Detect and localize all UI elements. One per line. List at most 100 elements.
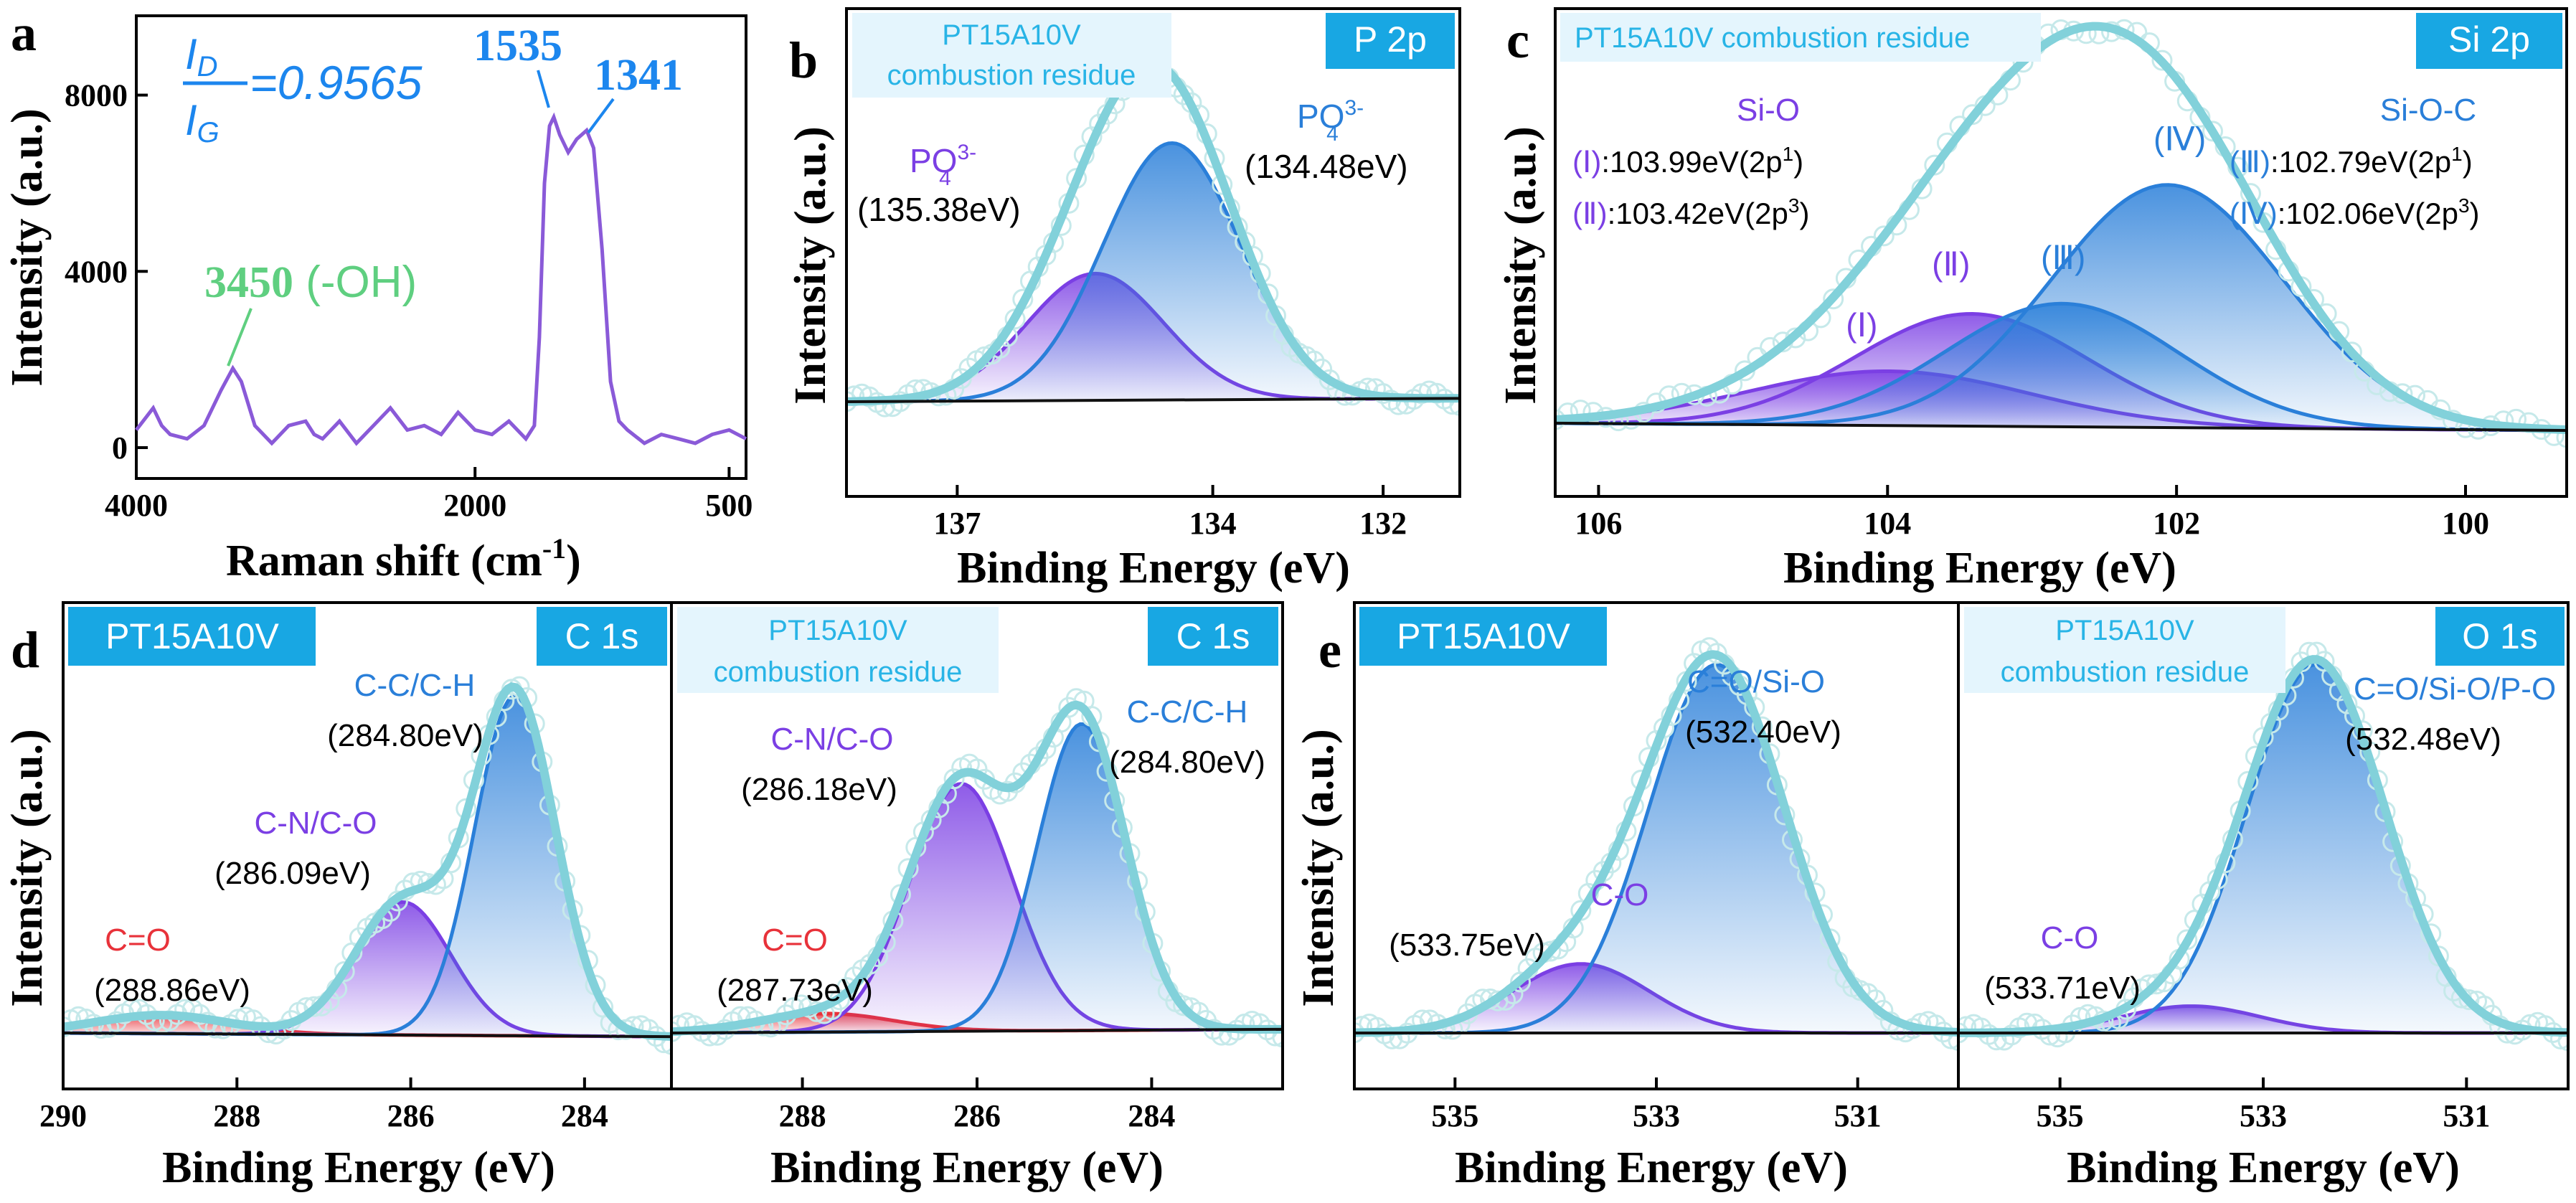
panel-c-xtick-label: 106 bbox=[1575, 506, 1622, 541]
panel-b-xtick-label: 137 bbox=[933, 506, 981, 541]
panel-d-right-element-tag bbox=[1148, 607, 1278, 666]
peak-value-533-75: (533.75eV) bbox=[1389, 928, 1545, 963]
measured-point bbox=[950, 368, 972, 390]
panel-letter-c: c bbox=[1506, 11, 1529, 69]
panel-e-right-sample-line1: PT15A10V bbox=[2055, 615, 2194, 646]
panel-d-right: 288 286 284 PT15A10V combustion residue C … bbox=[670, 601, 1284, 1192]
peak-label-c-o-si-o-p-o: C=O/Si-O/P-O bbox=[2354, 671, 2556, 707]
envelope-curve-d2 bbox=[673, 700, 1281, 1037]
panel-d-right-sample-line1: PT15A10V bbox=[768, 615, 907, 646]
raman-spectrum-line bbox=[135, 112, 747, 446]
legend-line-2: (Ⅱ):103.42eV(2p3) bbox=[1572, 194, 1809, 230]
panel-d2-xtick-label: 286 bbox=[953, 1098, 1001, 1133]
panel-b-xtick-label: 134 bbox=[1189, 506, 1237, 541]
panel-c: c 106 104 102 100 PT15A10V combustion resid… bbox=[1496, 7, 2568, 593]
panel-e1-xtick-label: 533 bbox=[1633, 1098, 1680, 1133]
panel-e1-plot-area bbox=[1356, 637, 1957, 1051]
baseline-d1 bbox=[65, 1032, 670, 1039]
measured-point bbox=[943, 768, 965, 790]
panel-a-ylabel: Intensity (a.u.) bbox=[3, 108, 52, 387]
measured-point bbox=[1823, 288, 1844, 310]
measured-point bbox=[334, 961, 355, 982]
panel-d2-xtick-label: 284 bbox=[1128, 1098, 1175, 1133]
measured-point bbox=[2151, 49, 2173, 71]
panel-b-plot-area bbox=[848, 47, 1458, 417]
legend-line-1: (Ⅰ):103.99eV(2p1) bbox=[1572, 143, 1803, 179]
peak-value-532-48: (532.48eV) bbox=[2345, 722, 2501, 757]
panel-b-sample-line1: PT15A10V bbox=[942, 19, 1081, 51]
peak-fill-c-3 bbox=[1557, 184, 2565, 430]
measured-point bbox=[1272, 1027, 1281, 1048]
legend-line-3: (Ⅲ):102.79eV(2p1) bbox=[2230, 143, 2473, 179]
peak-fill-d1-0 bbox=[65, 1015, 670, 1037]
panel-c-xtick-label: 102 bbox=[2153, 506, 2200, 541]
peak-label-c-c-c-h: C-C/C-H bbox=[354, 668, 476, 703]
peak-label-c-o-si-o: C=O/Si-O bbox=[1687, 664, 1825, 699]
panel-b: b 137 134 132 PT15A10V combustion residue … bbox=[786, 7, 1461, 593]
measured-point bbox=[303, 996, 325, 1017]
peak-fill-d1-2 bbox=[65, 696, 670, 1037]
peak-label-po4-135: PO3-4 bbox=[910, 141, 976, 190]
measured-point bbox=[1449, 395, 1458, 416]
panel-d1-xtick-label: 288 bbox=[213, 1098, 260, 1133]
peak-value-284-80-residue: (284.80eV) bbox=[1109, 745, 1265, 780]
panel-e2-plot-area bbox=[1960, 641, 2567, 1052]
measured-point bbox=[2557, 1030, 2567, 1052]
panel-a-ticks: 4000 2000 500 0 4000 8000 bbox=[65, 78, 752, 523]
measured-point bbox=[1873, 225, 1895, 247]
baseline-b bbox=[848, 397, 1458, 403]
panel-b-ylabel: Intensity (a.u.) bbox=[786, 126, 835, 405]
id-ig-ratio-value: =0.9565 bbox=[250, 56, 423, 109]
panel-c-xtick-label: 104 bbox=[1864, 506, 1911, 541]
panel-a-xtick-label: 500 bbox=[705, 488, 752, 523]
panel-c-ylabel: Intensity (a.u.) bbox=[1496, 126, 1545, 405]
peak-label-c-o-double-residue: C=O bbox=[762, 923, 828, 958]
panel-d-left-xlabel: Binding Energy (eV) bbox=[162, 1143, 555, 1192]
panel-e-right-sample-box bbox=[1964, 607, 2285, 693]
panel-d1-xtick-label: 286 bbox=[387, 1098, 435, 1133]
peak-value-288-86: (288.86eV) bbox=[94, 973, 250, 1008]
measured-point bbox=[2146, 973, 2167, 995]
panel-b-sample-box bbox=[852, 13, 1171, 98]
peak-label-c-c-c-h-residue: C-C/C-H bbox=[1127, 694, 1248, 730]
baseline-c bbox=[1557, 421, 2565, 432]
panel-d2-xtick-label: 288 bbox=[779, 1098, 826, 1133]
envelope-curve-d1 bbox=[65, 682, 670, 1041]
panel-d-left-ylabel: Intensity (a.u.) bbox=[3, 729, 52, 1007]
panel-c-frame bbox=[1554, 7, 2568, 498]
peak-value-533-71: (533.71eV) bbox=[1984, 971, 2141, 1006]
peak-fill-d1-1 bbox=[65, 902, 670, 1037]
panel-d-left-element-tag-text: C 1s bbox=[565, 616, 639, 656]
panel-d-right-sample-box bbox=[677, 607, 999, 693]
peak-label-3450: 3450 (-OH) bbox=[204, 258, 417, 307]
panel-d1-plot-area bbox=[65, 676, 670, 1055]
peak-label-c-o-residue: C-O bbox=[2041, 920, 2099, 956]
peak-label-po4-134: PO3-4 bbox=[1297, 96, 1364, 146]
panel-b-xlabel: Binding Energy (eV) bbox=[957, 544, 1350, 593]
measured-point bbox=[1971, 1017, 1992, 1039]
panel-c-sample-line: PT15A10V combustion residue bbox=[1575, 22, 1970, 54]
panel-e-left: e 535 533 531 PT15A10V C-O (533.75eV) C=O/… bbox=[1294, 601, 1960, 1192]
panel-letter-b: b bbox=[789, 32, 818, 89]
panel-d1-xtick-label: 290 bbox=[39, 1098, 87, 1133]
peak-fill-b-1 bbox=[848, 143, 1458, 402]
svg-text:ID: ID bbox=[185, 30, 218, 82]
peak-value-135-38: (135.38eV) bbox=[857, 191, 1021, 228]
panel-d-left: d 290 288 286 284 PT15A10V C 1s C=O (288.86… bbox=[3, 601, 673, 1192]
panel-e-left-ylabel: Intensity (a.u.) bbox=[1294, 729, 1343, 1007]
peak-value-287-73: (287.73eV) bbox=[717, 973, 873, 1008]
measured-point bbox=[2556, 427, 2565, 448]
measured-point bbox=[859, 953, 881, 975]
peak-fill-d2-2 bbox=[673, 724, 1281, 1033]
panel-e-right-element-tag bbox=[2435, 607, 2565, 666]
panel-e-left-sample-box bbox=[1359, 607, 1607, 666]
measured-point bbox=[1367, 1016, 1388, 1038]
panel-d-right-element-tag-text: C 1s bbox=[1176, 616, 1250, 656]
panel-b-xtick-label: 132 bbox=[1359, 506, 1407, 541]
measured-point bbox=[661, 1034, 670, 1055]
panel-d-left-sample-text: PT15A10V bbox=[105, 616, 279, 656]
panel-a-ytick-label: 8000 bbox=[65, 78, 128, 113]
group-label-si-o-c: Si-O-C bbox=[2380, 93, 2476, 128]
panel-a-xtick-label: 2000 bbox=[443, 488, 506, 523]
peak-id-4: (Ⅳ) bbox=[2153, 120, 2206, 157]
